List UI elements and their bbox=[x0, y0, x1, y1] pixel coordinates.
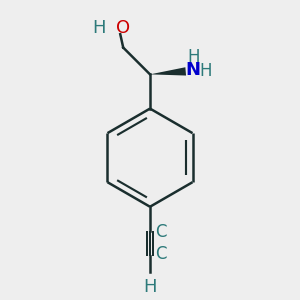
Text: H: H bbox=[200, 62, 212, 80]
Text: C: C bbox=[155, 223, 167, 241]
Text: H: H bbox=[187, 47, 200, 65]
Text: O: O bbox=[116, 19, 130, 37]
Text: C: C bbox=[155, 245, 167, 263]
Text: H: H bbox=[143, 278, 157, 296]
Text: H: H bbox=[92, 19, 105, 37]
Polygon shape bbox=[150, 67, 186, 76]
Text: N: N bbox=[186, 61, 201, 79]
